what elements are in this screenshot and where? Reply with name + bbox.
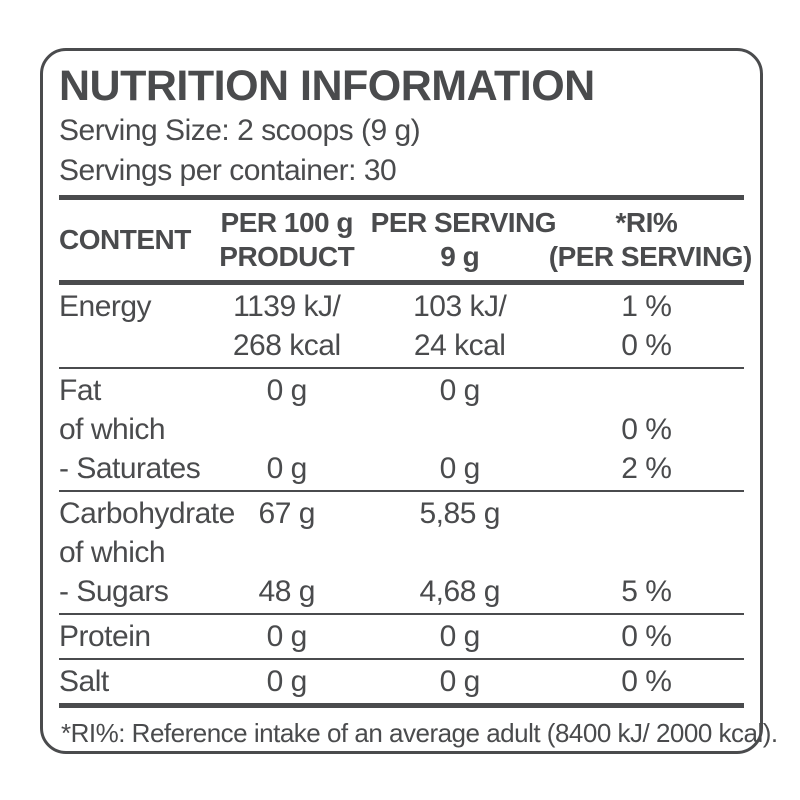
fat-name: Fat xyxy=(59,374,101,407)
sugars-serving: 4,68 g xyxy=(419,575,500,608)
top-section-divider xyxy=(59,195,744,200)
label-title: NUTRITION INFORMATION xyxy=(59,62,595,110)
header-per-100g: PER 100 g PRODUCT xyxy=(203,206,371,274)
salt-serving: 0 g xyxy=(439,665,481,698)
protein-serving-cell: 0 g xyxy=(371,617,549,656)
servings-per-container-text: Servings per container: 30 xyxy=(59,154,397,187)
header-ri-line1: *RI% xyxy=(615,207,678,238)
fat-per100: 0 g xyxy=(266,374,308,407)
table-row-energy: Energy 1139 kJ/ 268 kcal 103 kJ/ 24 kcal… xyxy=(59,285,744,367)
header-per-100g-line1: PER 100 g xyxy=(220,207,354,238)
fat-ri-cell: 0 % 2 % xyxy=(549,371,744,488)
header-content: CONTENT xyxy=(59,224,191,255)
protein-ri-cell: 0 % xyxy=(549,617,744,656)
serving-size-text: Serving Size: 2 scoops (9 g) xyxy=(59,114,421,147)
sugars-ri: 5 % xyxy=(621,575,672,608)
salt-name-cell: Salt xyxy=(59,662,203,701)
protein-per100: 0 g xyxy=(266,620,308,653)
saturates-name: - Saturates xyxy=(59,452,201,485)
saturates-serving: 0 g xyxy=(439,452,481,485)
header-per-serving-line1: PER SERVING xyxy=(370,207,557,238)
fat-serving-cell: 0 g 0 g xyxy=(371,371,549,488)
carbohydrate-ofwhich-serving-blank xyxy=(371,533,549,572)
row-divider-protein xyxy=(59,658,744,660)
fat-name-cell: Fat of which - Saturates xyxy=(59,371,203,488)
fat-ofwhich-label: of which xyxy=(59,413,166,446)
carbohydrate-serving: 5,85 g xyxy=(419,497,500,530)
energy-name-blank xyxy=(59,326,203,365)
row-divider-carbohydrate xyxy=(59,613,744,615)
sugars-name: - Sugars xyxy=(59,575,169,608)
sugars-per100: 48 g xyxy=(258,575,316,608)
energy-name-cell: Energy xyxy=(59,287,203,365)
carbohydrate-ofwhich-label: of which xyxy=(59,536,166,569)
table-row-salt: Salt 0 g 0 g 0 % xyxy=(59,660,744,703)
table-row-protein: Protein 0 g 0 g 0 % xyxy=(59,615,744,658)
salt-ri-cell: 0 % xyxy=(549,662,744,701)
saturates-ri: 2 % xyxy=(621,452,672,485)
salt-serving-cell: 0 g xyxy=(371,662,549,701)
energy-per100-kj: 1139 kJ/ xyxy=(233,290,341,323)
protein-serving: 0 g xyxy=(439,620,481,653)
energy-ri-cell: 1 % 0 % xyxy=(549,287,744,365)
energy-per100-cell: 1139 kJ/ 268 kcal xyxy=(203,287,371,365)
salt-ri: 0 % xyxy=(621,665,672,698)
header-per-serving-line2: 9 g xyxy=(440,241,480,272)
carbohydrate-per100: 67 g xyxy=(258,497,316,530)
protein-ri: 0 % xyxy=(621,620,672,653)
carbohydrate-ofwhich-ri-blank xyxy=(549,533,744,572)
fat-ri: 0 % xyxy=(621,413,672,446)
energy-ri-kj: 1 % xyxy=(621,290,672,323)
salt-per100: 0 g xyxy=(266,665,308,698)
carbohydrate-name-cell: Carbohydrate of which - Sugars xyxy=(59,494,235,611)
carbohydrate-name: Carbohydrate xyxy=(59,497,235,530)
row-divider-fat xyxy=(59,490,744,492)
table-row-fat: Fat of which - Saturates 0 g 0 g 0 g 0 g… xyxy=(59,369,744,490)
fat-ofwhich-serving-blank xyxy=(371,410,549,449)
protein-name: Protein xyxy=(59,620,151,653)
row-divider-energy xyxy=(59,367,744,369)
table-row-carbohydrate: Carbohydrate of which - Sugars 67 g 48 g… xyxy=(59,492,744,613)
saturates-per100: 0 g xyxy=(266,452,308,485)
nutrition-label: NUTRITION INFORMATION Serving Size: 2 sc… xyxy=(40,48,778,754)
protein-name-cell: Protein xyxy=(59,617,203,656)
carbohydrate-ofwhich-per100-blank xyxy=(203,533,371,572)
fat-ofwhich-per100-blank xyxy=(203,410,371,449)
fat-per100-cell: 0 g 0 g xyxy=(203,371,371,488)
header-ri-line2: (PER SERVING) xyxy=(548,241,753,272)
header-ri: *RI% (PER SERVING) xyxy=(548,206,753,274)
header-divider xyxy=(59,280,744,285)
carbohydrate-serving-cell: 5,85 g 4,68 g xyxy=(371,494,549,611)
energy-serving-kcal: 24 kcal xyxy=(413,329,506,362)
energy-per100-kcal: 268 kcal xyxy=(232,329,341,362)
energy-name: Energy xyxy=(59,290,152,323)
header-per-serving: PER SERVING 9 g xyxy=(370,206,557,274)
header-per-100g-line2: PRODUCT xyxy=(219,241,355,272)
reference-intake-note: *RI%: Reference intake of an average adu… xyxy=(61,718,778,748)
carbohydrate-ri-cell: 5 % xyxy=(549,494,744,611)
protein-per100-cell: 0 g xyxy=(203,617,371,656)
carbohydrate-per100-cell: 67 g 48 g xyxy=(203,494,371,611)
energy-serving-kj: 103 kJ/ xyxy=(413,290,507,323)
table-header-row: CONTENT PER 100 g PRODUCT PER SERVING 9 … xyxy=(59,200,753,280)
salt-name: Salt xyxy=(59,665,109,698)
carbohydrate-ri-blank xyxy=(549,494,744,533)
energy-ri-kcal: 0 % xyxy=(621,329,672,362)
salt-per100-cell: 0 g xyxy=(203,662,371,701)
energy-serving-cell: 103 kJ/ 24 kcal xyxy=(371,287,549,365)
fat-serving: 0 g xyxy=(439,374,481,407)
fat-ri-blank xyxy=(549,371,744,410)
footer-divider xyxy=(59,703,744,708)
